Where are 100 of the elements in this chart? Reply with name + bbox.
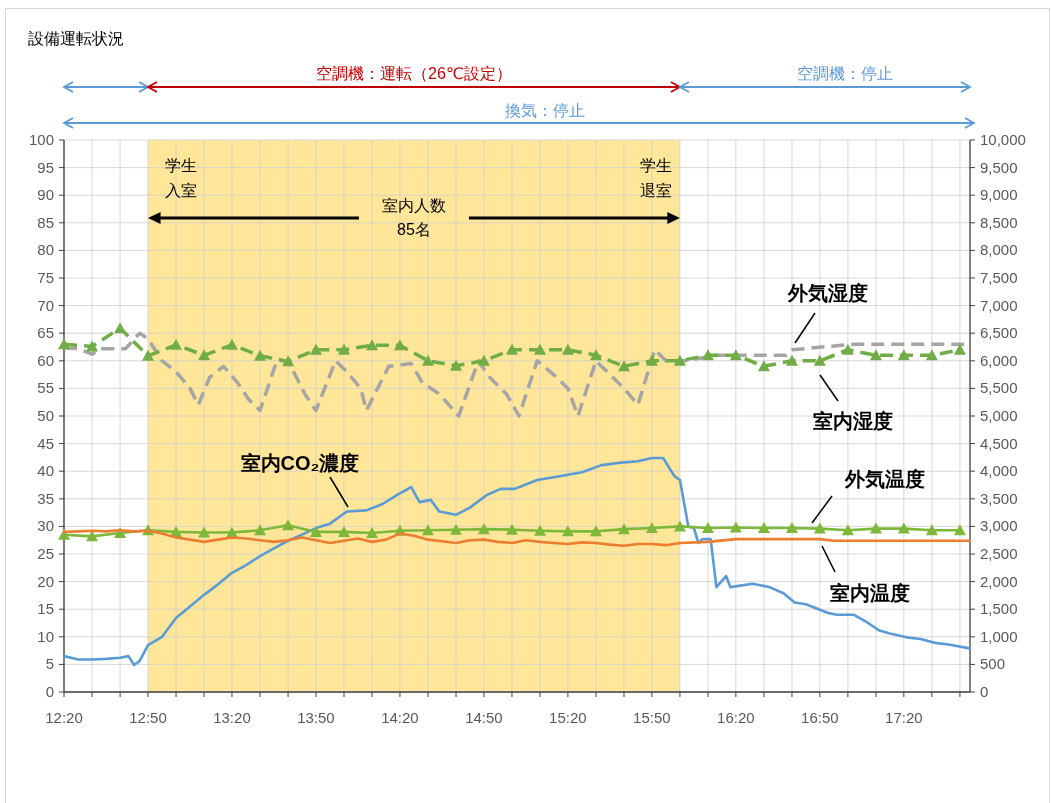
point bbox=[617, 523, 630, 535]
annotation: 学生入室 bbox=[164, 156, 197, 199]
x-tick-label: 14:20 bbox=[381, 709, 419, 726]
y-tick-label: 10 bbox=[37, 627, 54, 645]
y2-tick-label: 5,500 bbox=[980, 379, 1018, 397]
y2-tick-label: 8,000 bbox=[980, 241, 1018, 259]
y-tick-label: 45 bbox=[37, 434, 54, 452]
annotation: 室内人数 85名 bbox=[381, 197, 446, 238]
point bbox=[757, 522, 770, 534]
y-tick-label: 55 bbox=[37, 379, 54, 397]
point bbox=[198, 526, 211, 538]
x-tick-label: 16:20 bbox=[717, 709, 755, 726]
point bbox=[421, 524, 434, 536]
point bbox=[729, 521, 742, 533]
y-tick-label: 15 bbox=[37, 600, 54, 618]
y-tick-label: 85 bbox=[37, 213, 54, 231]
y-tick-label: 95 bbox=[37, 158, 54, 176]
point bbox=[309, 525, 322, 537]
text: 空調機：運転（26℃設定） bbox=[316, 65, 512, 82]
point bbox=[477, 523, 490, 535]
y2-tick-label: 9,000 bbox=[980, 186, 1018, 204]
series-label: 室内CO₂濃度 bbox=[240, 452, 360, 474]
y-tick-label: 80 bbox=[37, 241, 54, 259]
annotation: 学生退室 bbox=[639, 156, 672, 199]
y2-tick-label: 2,500 bbox=[980, 545, 1018, 562]
point bbox=[393, 339, 406, 351]
point bbox=[785, 522, 798, 534]
text: 室内温度 bbox=[830, 582, 910, 604]
point bbox=[673, 520, 686, 532]
y-tick-label: 0 bbox=[45, 683, 54, 700]
y2-tick-label: 4,000 bbox=[980, 462, 1018, 480]
point bbox=[841, 524, 854, 536]
y-tick-label: 75 bbox=[37, 269, 54, 286]
point bbox=[170, 338, 183, 350]
point bbox=[701, 349, 714, 361]
point bbox=[254, 524, 267, 536]
y-tick-label: 90 bbox=[37, 186, 54, 204]
x-tick-label: 13:20 bbox=[213, 709, 251, 726]
y2-tick-label: 6,500 bbox=[980, 324, 1018, 342]
y-tick-label: 30 bbox=[37, 517, 54, 535]
text: 換気：停止 bbox=[505, 102, 585, 119]
point bbox=[254, 349, 267, 361]
y-tick-label: 50 bbox=[37, 407, 54, 424]
point bbox=[338, 343, 350, 355]
y-tick-label: 70 bbox=[37, 296, 54, 314]
chart-title: 設備運転状況 bbox=[28, 30, 124, 47]
point bbox=[114, 322, 127, 334]
point bbox=[505, 523, 518, 535]
point bbox=[729, 349, 742, 361]
x-tick-label: 12:20 bbox=[45, 709, 83, 726]
point bbox=[897, 522, 910, 534]
point bbox=[673, 354, 686, 366]
point bbox=[534, 343, 547, 355]
point bbox=[701, 522, 714, 534]
y-tick-label: 25 bbox=[37, 545, 54, 562]
y-tick-label: 20 bbox=[37, 572, 54, 590]
x-tick-label: 16:50 bbox=[801, 709, 839, 726]
point bbox=[953, 343, 966, 355]
y2-tick-label: 2,000 bbox=[980, 572, 1018, 590]
point bbox=[477, 354, 490, 366]
point bbox=[198, 349, 211, 361]
text: 室内湿度 bbox=[813, 410, 893, 432]
y2-tick-label: 9,500 bbox=[980, 158, 1018, 176]
y-tick-label: 60 bbox=[37, 351, 54, 369]
point bbox=[869, 522, 882, 534]
point bbox=[589, 525, 602, 537]
y2-tick-label: 10,000 bbox=[980, 131, 1026, 148]
point bbox=[925, 349, 938, 361]
point bbox=[841, 343, 854, 355]
point bbox=[813, 354, 826, 366]
y2-tick-label: 7,500 bbox=[980, 269, 1018, 286]
y2-tick-label: 500 bbox=[980, 655, 1006, 673]
point bbox=[282, 355, 295, 367]
point bbox=[309, 343, 322, 355]
point bbox=[897, 349, 910, 361]
x-tick-label: 12:50 bbox=[129, 709, 167, 726]
y-tick-label: 40 bbox=[37, 462, 54, 480]
point bbox=[757, 360, 770, 372]
point bbox=[645, 354, 658, 366]
y2-tick-label: 8,500 bbox=[980, 213, 1018, 231]
point bbox=[282, 519, 295, 531]
y-tick-label: 65 bbox=[37, 324, 54, 342]
x-tick-label: 13:50 bbox=[297, 709, 335, 726]
point bbox=[869, 349, 882, 361]
text: 外気湿度 bbox=[787, 282, 868, 304]
text: 空調機：停止 bbox=[796, 65, 893, 82]
y2-tick-label: 0 bbox=[980, 683, 989, 700]
point bbox=[450, 359, 463, 371]
point bbox=[785, 354, 798, 366]
y2-tick-label: 7,000 bbox=[980, 296, 1018, 314]
point bbox=[589, 349, 602, 361]
series-label: 外気温度 bbox=[844, 468, 925, 490]
y2-tick-label: 6,000 bbox=[980, 351, 1018, 369]
point bbox=[86, 340, 99, 352]
point bbox=[421, 354, 434, 366]
y2-tick-label: 3,500 bbox=[980, 489, 1018, 507]
point bbox=[141, 349, 154, 361]
point bbox=[58, 338, 70, 350]
point bbox=[813, 522, 826, 534]
y2-tick-label: 4,500 bbox=[980, 434, 1018, 452]
